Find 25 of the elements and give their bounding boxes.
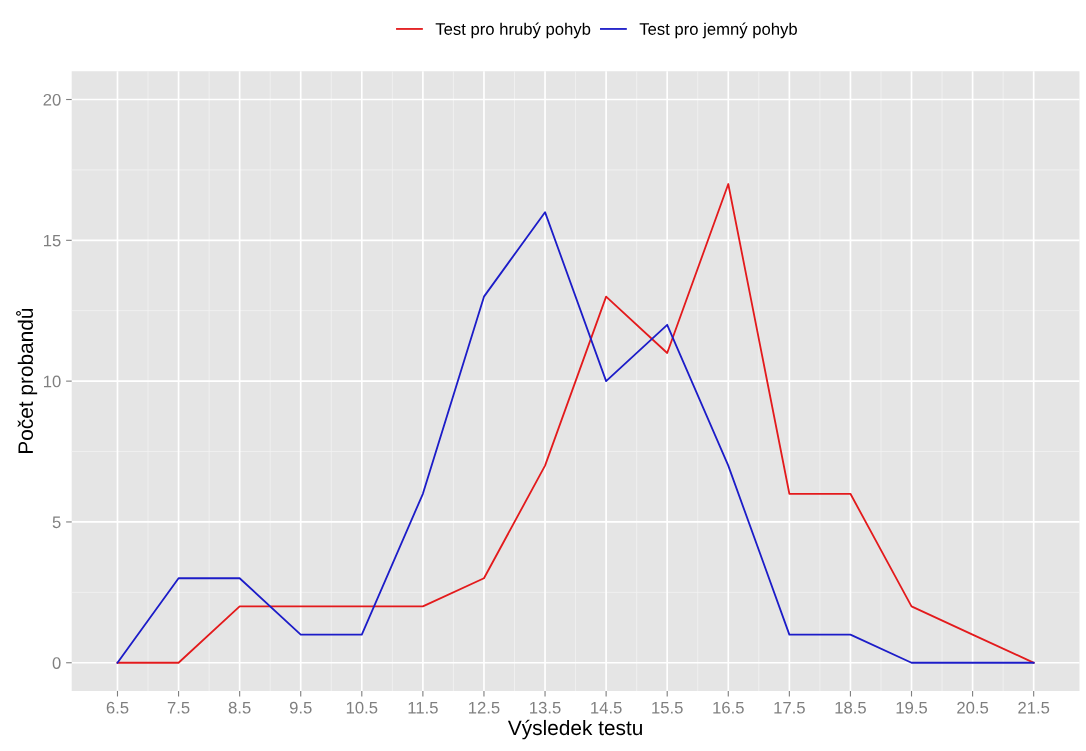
- x-tick-label: 8.5: [228, 701, 251, 714]
- y-tick-label: 5: [52, 516, 61, 529]
- x-tick-label: 9.5: [289, 701, 312, 714]
- x-tick-label: 21.5: [1018, 701, 1050, 714]
- x-tick-label: 16.5: [713, 701, 744, 714]
- x-tick-label: 20.5: [957, 701, 989, 714]
- x-tick-label: 14.5: [591, 701, 622, 714]
- x-tick-label: 11.5: [408, 701, 438, 714]
- legend-label: Test pro hrubý pohyb: [435, 22, 591, 39]
- x-tick-label: 18.5: [835, 701, 866, 714]
- y-tick-label: 0: [52, 657, 61, 669]
- x-axis-title: Výsledek testu: [507, 719, 642, 740]
- y-axis-title: Počet probandů: [16, 308, 38, 453]
- x-tick-label: 19.5: [896, 701, 928, 714]
- y-tick-label: 10: [43, 375, 61, 388]
- x-tick-label: 7.5: [167, 701, 190, 714]
- x-tick-label: 12.5: [469, 701, 500, 714]
- x-tick-label: 6.5: [106, 701, 129, 714]
- y-tick-label: 20: [43, 93, 61, 106]
- y-tick-label: 15: [43, 234, 61, 247]
- legend-label: Test pro jemný pohyb: [639, 22, 797, 39]
- x-tick-label: 10.5: [346, 701, 378, 714]
- x-tick-label: 17.5: [774, 701, 805, 714]
- x-tick-label: 13.5: [530, 701, 561, 714]
- x-tick-label: 15.5: [652, 701, 683, 714]
